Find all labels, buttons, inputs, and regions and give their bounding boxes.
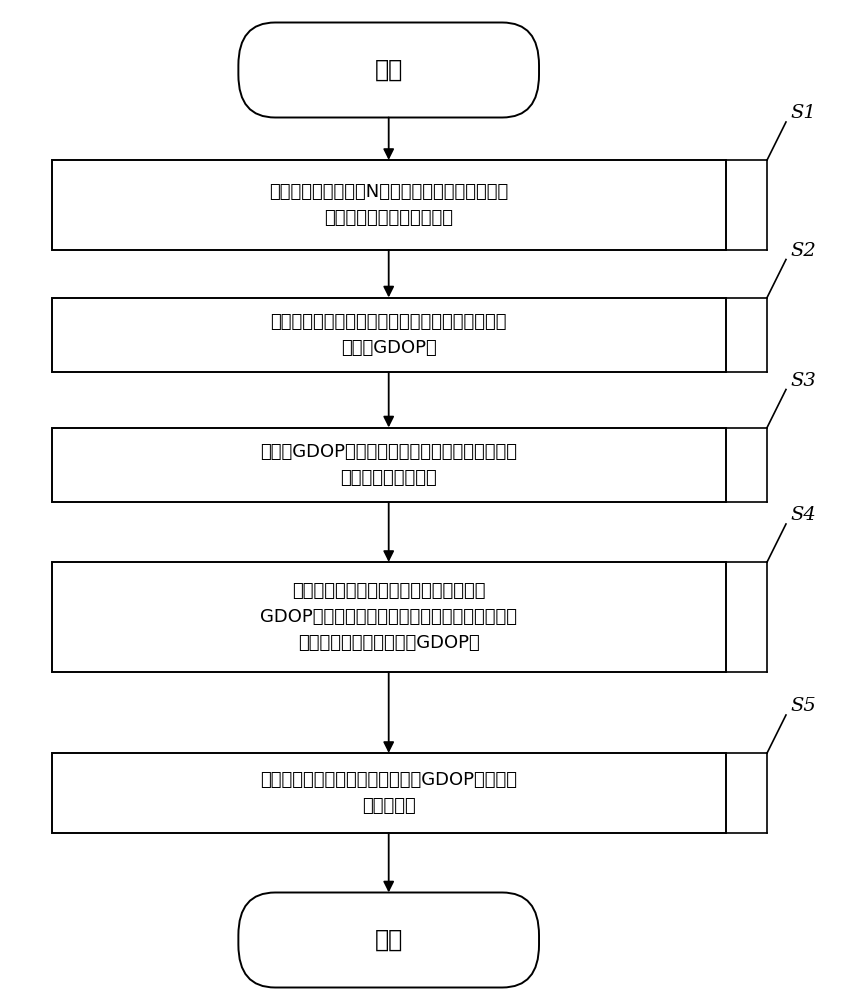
Text: 将初始GDOP值最小的布局作为初始优化目标，并
更新每种布局的位置: 将初始GDOP值最小的布局作为初始优化目标，并 更新每种布局的位置 [260,443,517,487]
Text: S4: S4 [790,506,816,524]
FancyBboxPatch shape [52,160,726,250]
FancyBboxPatch shape [52,298,726,372]
Text: 根据伪卫星布局的优化位置和优化GDOP值对伪卫
星进行布局: 根据伪卫星布局的优化位置和优化GDOP值对伪卫 星进行布局 [260,771,517,815]
Text: S1: S1 [790,104,816,122]
FancyBboxPatch shape [52,562,726,672]
FancyBboxPatch shape [52,428,726,502]
FancyBboxPatch shape [239,892,539,988]
Text: S5: S5 [790,697,816,715]
Text: 根据布局的初始速度和更新后的位置及其
GDOP值，采用优化算法继续更新布局，得到伪卫
星布局的优化位置和优化GDOP值: 根据布局的初始速度和更新后的位置及其 GDOP值，采用优化算法继续更新布局，得到… [260,582,517,652]
Text: S2: S2 [790,241,816,259]
FancyBboxPatch shape [239,22,539,117]
Text: 结束: 结束 [375,928,403,952]
Text: 根据用户位置和每种布局的初始位置计算每种布局
的初始GDOP值: 根据用户位置和每种布局的初始位置计算每种布局 的初始GDOP值 [271,313,507,357]
Text: 设置用户位置，生成N个初始布局，并设置每种布
局的初始位置以及初始速度: 设置用户位置，生成N个初始布局，并设置每种布 局的初始位置以及初始速度 [269,183,509,227]
Text: 开始: 开始 [375,58,403,82]
Text: S3: S3 [790,371,816,389]
FancyBboxPatch shape [52,753,726,833]
